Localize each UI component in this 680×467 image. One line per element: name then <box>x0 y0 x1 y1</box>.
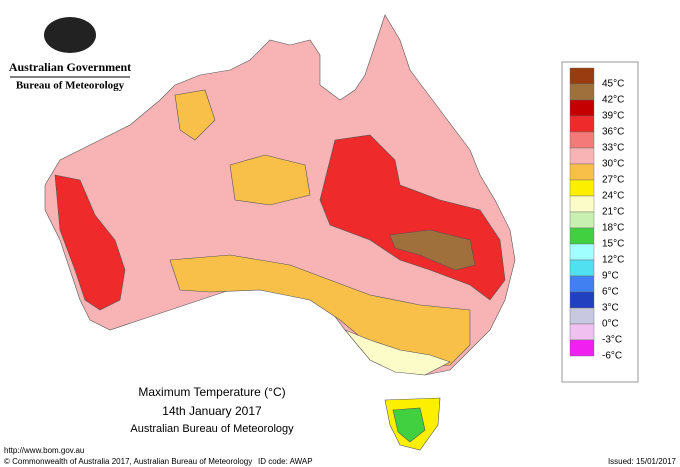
warm-centre <box>229 154 311 206</box>
date: 14th January 2017 <box>162 404 262 418</box>
warm-north <box>174 89 216 141</box>
legend-swatch <box>569 307 595 325</box>
tasmania-cool <box>392 407 426 443</box>
url: http://www.bom.gov.au <box>4 446 84 455</box>
id-code: ID code: AWAP <box>258 457 313 466</box>
cool-south <box>344 329 451 376</box>
legend-label: 33°C <box>602 143 624 154</box>
agency-name: Bureau of Meteorology <box>16 80 125 92</box>
legend: 45°C 42°C 39°C 36°C 33°C 30°C 27°C 24°C 21°C 18°C… <box>561 61 639 383</box>
legend-swatch <box>569 227 595 245</box>
legend-swatch <box>569 195 595 213</box>
legend-swatch <box>569 131 595 149</box>
legend-label: 0°C <box>602 319 619 330</box>
subtitle: Australian Bureau of Meteorology <box>130 423 294 435</box>
title: Maximum Temperature (°C) <box>138 385 285 399</box>
legend-swatch <box>569 259 595 277</box>
legend-swatch <box>569 323 595 341</box>
logo <box>44 17 96 53</box>
legend-label: 18°C <box>602 223 624 234</box>
copyright: © Commonwealth of Australia 2017, Austra… <box>4 457 252 466</box>
legend-swatch <box>569 83 595 101</box>
legend-label: 21°C <box>602 207 624 218</box>
australia-map <box>44 14 516 451</box>
legend-swatch <box>569 275 595 293</box>
legend-swatch <box>569 179 595 197</box>
legend-label: 30°C <box>602 159 624 170</box>
legend-swatch <box>569 291 595 309</box>
legend-label: 12°C <box>602 255 624 266</box>
legend-label: 15°C <box>602 239 624 250</box>
legend-label: 36°C <box>602 127 624 138</box>
legend-label: -6°C <box>602 351 622 362</box>
legend-swatch <box>569 115 595 133</box>
legend-swatch <box>569 211 595 229</box>
legend-label: 42°C <box>602 95 624 106</box>
issued: Issued: 15/01/2017 <box>608 457 677 466</box>
coat-of-arms <box>44 17 96 53</box>
legend-swatch <box>569 243 595 261</box>
legend-label: 27°C <box>602 175 624 186</box>
legend-swatch <box>569 67 595 85</box>
legend-label: 3°C <box>602 303 619 314</box>
legend-swatch <box>569 99 595 117</box>
legend-label: 9°C <box>602 271 619 282</box>
legend-label: 39°C <box>602 111 624 122</box>
legend-label: 24°C <box>602 191 624 202</box>
legend-swatch <box>569 163 595 181</box>
hot-west <box>54 174 126 311</box>
hottest-east <box>389 229 476 271</box>
legend-label: -3°C <box>602 335 622 346</box>
legend-swatch <box>569 339 595 357</box>
legend-label: 45°C <box>602 79 624 90</box>
government-name: Australian Government <box>9 60 131 74</box>
legend-swatch <box>569 147 595 165</box>
legend-label: 6°C <box>602 287 619 298</box>
